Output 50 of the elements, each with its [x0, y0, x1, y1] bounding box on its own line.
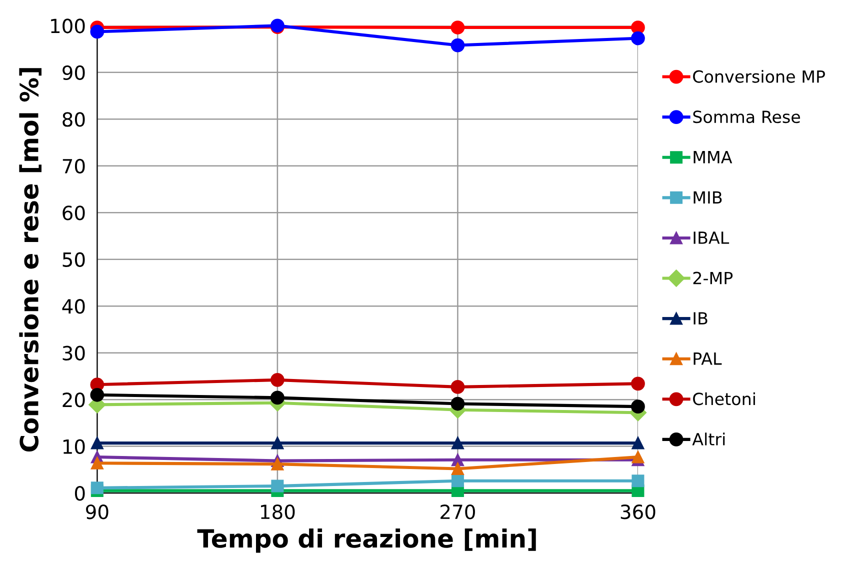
- y-tick-label: 60: [62, 206, 85, 220]
- point: [631, 376, 645, 391]
- point: [90, 456, 104, 470]
- x-tick-label: 90: [86, 504, 108, 520]
- y-tick-label: 10: [63, 439, 85, 454]
- point: [631, 31, 645, 46]
- y-tick-label: 0: [74, 486, 85, 501]
- legend-label: IBAL: [694, 232, 730, 244]
- point: [451, 474, 464, 488]
- y-tick-label: 40: [62, 299, 85, 314]
- point: [451, 462, 464, 475]
- point: [632, 450, 644, 464]
- point: [450, 20, 465, 34]
- legend-label: IB: [694, 312, 708, 324]
- legend-label: Altri: [692, 432, 725, 446]
- y-tick-label: 70: [62, 158, 85, 174]
- point: [450, 396, 465, 411]
- point: [450, 38, 465, 52]
- point: [90, 482, 104, 494]
- x-tick-label: 360: [620, 504, 656, 520]
- point: [450, 380, 465, 394]
- y-tick-label: 100: [51, 18, 85, 34]
- point: [90, 436, 104, 450]
- point: [271, 436, 284, 450]
- legend-label: PAL: [694, 352, 722, 365]
- point: [270, 372, 284, 387]
- x-axis-title: Tempo di reazione [min]: [197, 528, 536, 553]
- y-tick-label: 80: [62, 112, 85, 127]
- point: [271, 458, 284, 470]
- y-tick-label: 50: [62, 252, 85, 268]
- point: [632, 436, 644, 450]
- legend-label: Somma Rese: [693, 110, 800, 124]
- legend-label: 2-MP: [693, 272, 733, 284]
- y-tick-label: 90: [62, 65, 85, 80]
- legend-label: MIB: [694, 191, 722, 204]
- point: [270, 390, 284, 405]
- legend-label: Chetoni: [693, 392, 755, 406]
- y-tick-label: 30: [62, 346, 85, 360]
- legend-label: MMA: [694, 151, 732, 164]
- point: [90, 24, 104, 39]
- point: [631, 400, 645, 414]
- point: [271, 480, 284, 492]
- y-axis-title: Conversione e rese [mol %]: [19, 68, 42, 452]
- point: [632, 474, 644, 488]
- x-tick-label: 180: [261, 504, 295, 520]
- point: [90, 388, 104, 402]
- legend-label: Conversione MP: [693, 70, 825, 83]
- point: [451, 436, 464, 450]
- x-tick-label: 270: [440, 504, 475, 520]
- y-tick-label: 20: [62, 392, 85, 408]
